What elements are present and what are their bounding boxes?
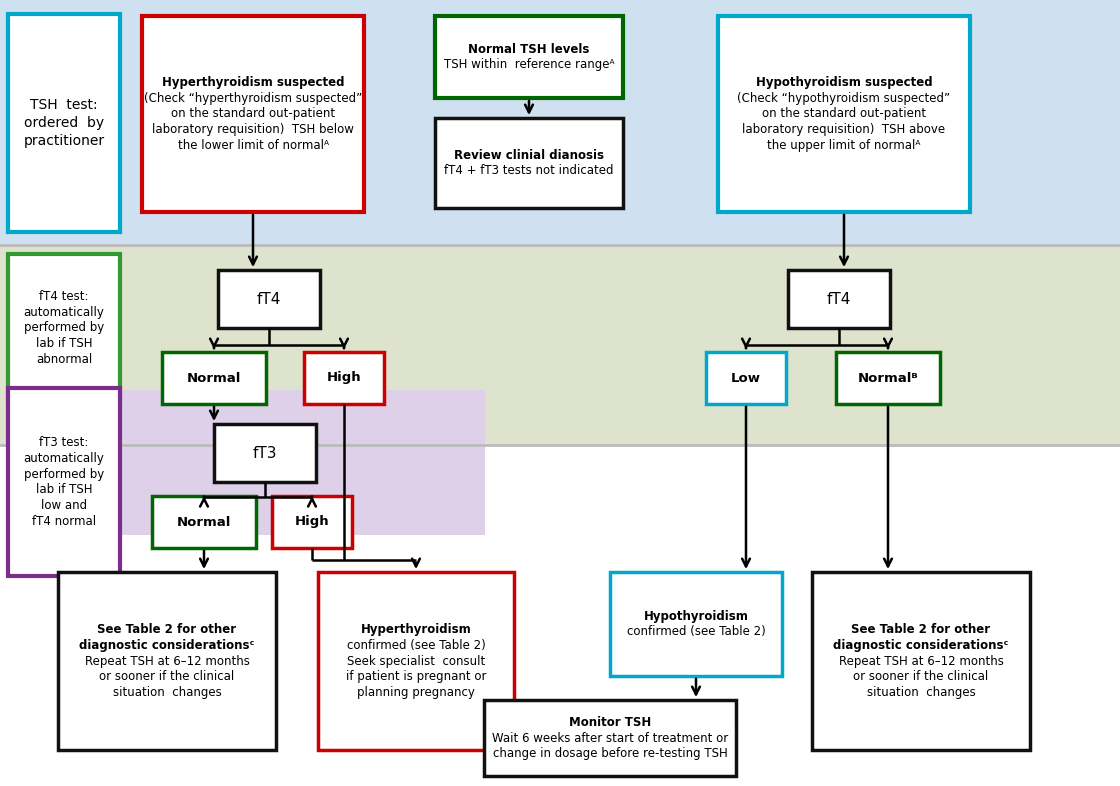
Bar (304, 352, 384, 404)
Text: fT3 test:: fT3 test: (39, 436, 88, 450)
Text: fT4 test:: fT4 test: (39, 290, 88, 303)
Text: Normalᴮ: Normalᴮ (858, 372, 918, 384)
Text: the upper limit of normalᴬ: the upper limit of normalᴬ (767, 139, 921, 152)
Text: Hypothyroidism: Hypothyroidism (644, 610, 748, 623)
Bar (0, 0, 1120, 245)
Text: performed by: performed by (24, 468, 104, 481)
Text: (Check “hyperthyroidism suspected”: (Check “hyperthyroidism suspected” (143, 92, 362, 105)
Text: diagnostic considerationsᶜ: diagnostic considerationsᶜ (833, 639, 1009, 652)
Bar (836, 352, 940, 404)
Bar (58, 572, 276, 750)
Bar (484, 700, 736, 776)
Text: low and: low and (41, 499, 87, 512)
Text: fT4: fT4 (827, 292, 851, 307)
Bar (318, 572, 514, 750)
Bar (8, 254, 120, 402)
Text: See Table 2 for other: See Table 2 for other (851, 623, 990, 636)
Text: Normal: Normal (177, 516, 231, 528)
Text: Repeat TSH at 6–12 months: Repeat TSH at 6–12 months (85, 655, 250, 667)
Bar (435, 118, 623, 208)
Text: Monitor TSH: Monitor TSH (569, 716, 651, 729)
Text: change in dosage before re-testing TSH: change in dosage before re-testing TSH (493, 747, 727, 760)
Bar (0, 245, 1120, 445)
Text: or sooner if the clinical: or sooner if the clinical (853, 670, 989, 683)
Text: TSH  test:: TSH test: (30, 97, 97, 112)
Text: practitioner: practitioner (24, 134, 104, 149)
Text: lab if TSH: lab if TSH (36, 483, 92, 496)
Bar (214, 424, 316, 482)
Text: situation  changes: situation changes (113, 686, 222, 699)
Text: TSH within  reference rangeᴬ: TSH within reference rangeᴬ (444, 58, 614, 72)
Text: laboratory requisition)  TSH above: laboratory requisition) TSH above (743, 123, 945, 136)
Bar (435, 16, 623, 98)
Bar (142, 16, 364, 212)
Bar (120, 390, 485, 535)
Text: Normal: Normal (187, 372, 241, 384)
Text: confirmed (see Table 2): confirmed (see Table 2) (346, 639, 485, 652)
Bar (218, 270, 320, 328)
Text: fT4 + fT3 tests not indicated: fT4 + fT3 tests not indicated (445, 164, 614, 178)
Text: Hyperthyroidism: Hyperthyroidism (361, 623, 472, 636)
Bar (152, 496, 256, 548)
Bar (610, 572, 782, 676)
Text: fT3: fT3 (253, 446, 278, 461)
Text: or sooner if the clinical: or sooner if the clinical (100, 670, 234, 683)
Text: (Check “hypothyroidism suspected”: (Check “hypothyroidism suspected” (737, 92, 951, 105)
Text: the lower limit of normalᴬ: the lower limit of normalᴬ (177, 139, 328, 152)
Text: situation  changes: situation changes (867, 686, 976, 699)
Bar (718, 16, 970, 212)
Text: Seek specialist  consult: Seek specialist consult (347, 655, 485, 667)
Text: on the standard out-patient: on the standard out-patient (171, 108, 335, 120)
Text: High: High (327, 372, 362, 384)
Text: laboratory requisition)  TSH below: laboratory requisition) TSH below (152, 123, 354, 136)
Text: fT4: fT4 (256, 292, 281, 307)
Bar (706, 352, 786, 404)
Text: ordered  by: ordered by (24, 116, 104, 130)
Text: Hyperthyroidism suspected: Hyperthyroidism suspected (161, 76, 344, 89)
Text: Repeat TSH at 6–12 months: Repeat TSH at 6–12 months (839, 655, 1004, 667)
Bar (162, 352, 267, 404)
Text: Wait 6 weeks after start of treatment or: Wait 6 weeks after start of treatment or (492, 732, 728, 744)
Bar (8, 14, 120, 232)
Bar (0, 445, 1120, 786)
Text: planning pregnancy: planning pregnancy (357, 686, 475, 699)
Text: performed by: performed by (24, 321, 104, 335)
Bar (812, 572, 1030, 750)
Text: on the standard out-patient: on the standard out-patient (762, 108, 926, 120)
Text: High: High (295, 516, 329, 528)
Bar (272, 496, 352, 548)
Text: abnormal: abnormal (36, 353, 92, 366)
Text: Low: Low (731, 372, 760, 384)
Text: Normal TSH levels: Normal TSH levels (468, 42, 590, 56)
Text: automatically: automatically (24, 452, 104, 465)
Text: automatically: automatically (24, 306, 104, 319)
Bar (8, 388, 120, 576)
Bar (788, 270, 890, 328)
Text: See Table 2 for other: See Table 2 for other (97, 623, 236, 636)
Text: Review clinial dianosis: Review clinial dianosis (454, 149, 604, 162)
Text: fT4 normal: fT4 normal (32, 515, 96, 527)
Text: diagnostic considerationsᶜ: diagnostic considerationsᶜ (80, 639, 254, 652)
Text: confirmed (see Table 2): confirmed (see Table 2) (626, 626, 765, 638)
Text: if patient is pregnant or: if patient is pregnant or (346, 670, 486, 683)
Text: lab if TSH: lab if TSH (36, 337, 92, 351)
Text: Hypothyroidism suspected: Hypothyroidism suspected (756, 76, 932, 89)
